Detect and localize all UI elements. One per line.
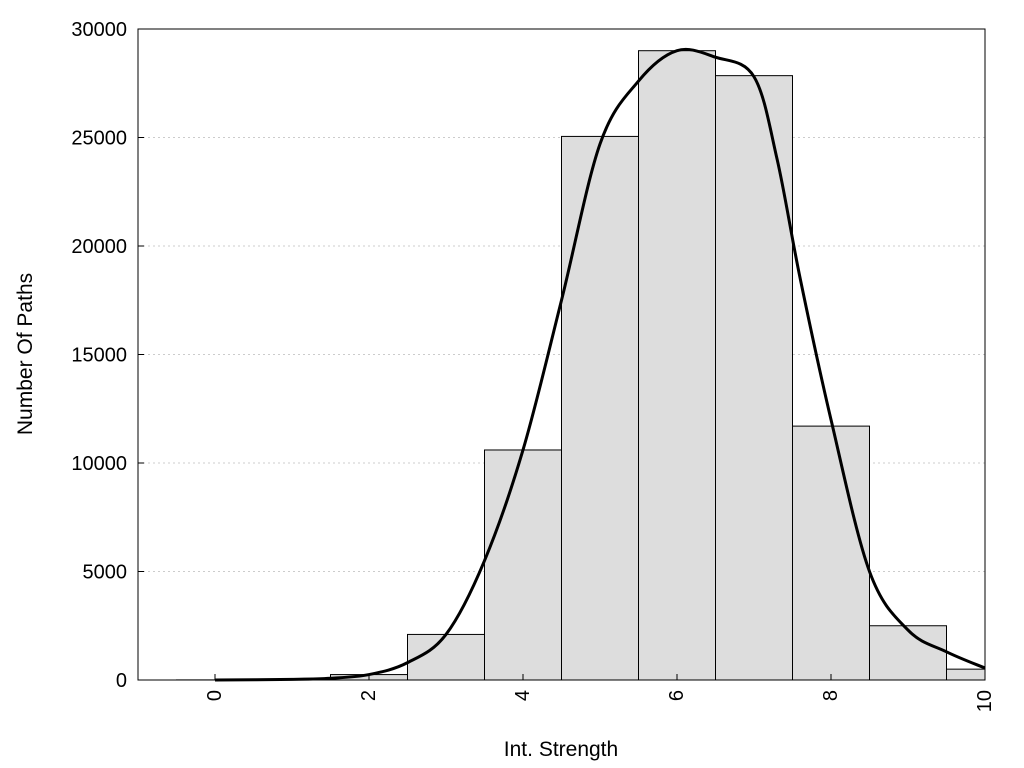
histogram-bar bbox=[715, 75, 793, 681]
density-curve bbox=[214, 47, 986, 682]
y-axis-ticks: 0 5000 10000 15000 20000 25000 30000 bbox=[71, 19, 144, 692]
y-axis-label: Number Of Paths bbox=[14, 273, 37, 435]
histogram-bar bbox=[869, 625, 947, 681]
histogram-bar bbox=[484, 449, 562, 681]
x-tick-label: 6 bbox=[666, 690, 688, 701]
y-tick-label: 15000 bbox=[71, 345, 127, 367]
x-tick-label: 2 bbox=[358, 690, 380, 701]
x-tick-label: 4 bbox=[512, 690, 534, 701]
y-tick-label: 5000 bbox=[83, 562, 128, 584]
y-tick-label: 10000 bbox=[71, 453, 127, 475]
x-axis-ticks: 0 2 4 6 8 10 bbox=[204, 674, 996, 712]
histogram-bar bbox=[946, 668, 986, 681]
y-tick-label: 20000 bbox=[71, 236, 127, 258]
histogram-bar bbox=[561, 135, 639, 681]
x-tick-label: 0 bbox=[204, 690, 226, 701]
y-tick-label: 30000 bbox=[71, 19, 127, 41]
y-tick-label: 0 bbox=[116, 670, 127, 692]
histogram-bar bbox=[792, 425, 870, 681]
x-axis-label: Int. Strength bbox=[504, 738, 618, 761]
x-tick-label: 10 bbox=[974, 690, 996, 712]
density-curve-group bbox=[214, 47, 986, 682]
y-tick-label: 25000 bbox=[71, 128, 127, 150]
histogram-bars bbox=[176, 50, 986, 681]
x-tick-label: 8 bbox=[820, 690, 842, 701]
histogram-bar bbox=[638, 50, 716, 681]
